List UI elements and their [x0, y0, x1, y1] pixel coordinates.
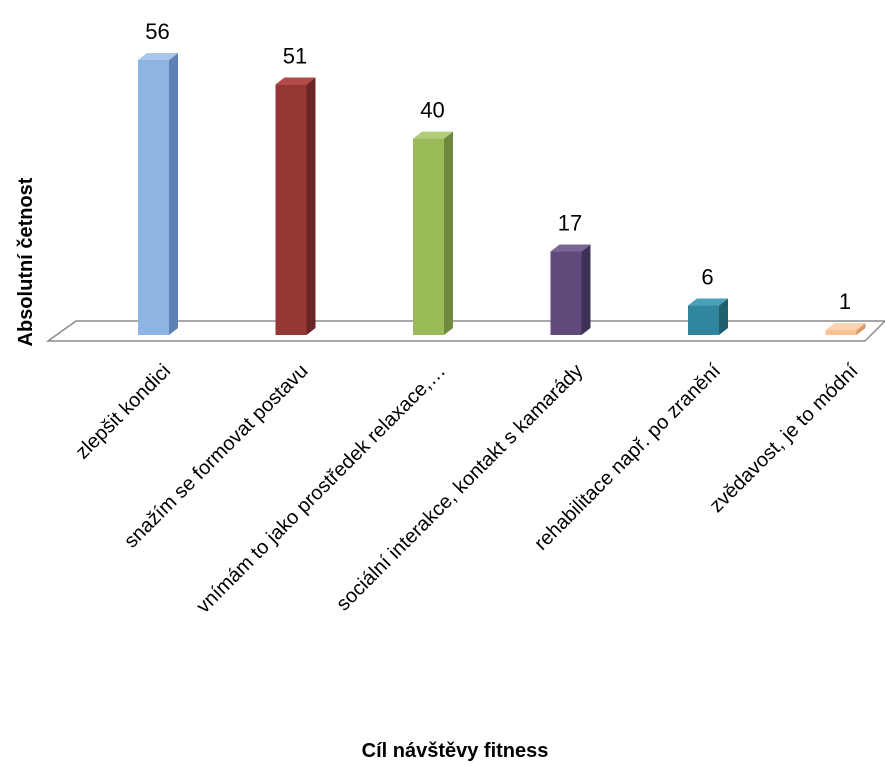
bar-top: [138, 53, 178, 60]
bar: [275, 77, 316, 335]
bar-front: [825, 330, 857, 335]
bar-front: [138, 60, 169, 335]
bar: [688, 298, 728, 335]
y-axis-title: Absolutní četnost: [15, 177, 37, 346]
bar-side: [444, 131, 453, 335]
bar: [550, 244, 591, 335]
bar-top: [275, 77, 316, 85]
value-label: 1: [839, 289, 851, 314]
bar-front: [688, 305, 719, 335]
category-label: zvědavost, je to módní: [705, 360, 862, 517]
value-label: 6: [701, 265, 713, 290]
bar: [413, 131, 453, 335]
bar-top: [413, 131, 453, 139]
bar-top: [688, 298, 728, 306]
bar-front: [413, 138, 444, 335]
bar-top: [550, 244, 591, 252]
bar-side: [581, 244, 591, 335]
value-label: 51: [283, 44, 307, 69]
bar: [138, 53, 178, 335]
value-label: 56: [145, 19, 169, 44]
bar-front: [275, 84, 307, 335]
value-label: 17: [558, 211, 582, 236]
bar-side: [719, 298, 728, 335]
bar-side: [306, 77, 316, 335]
value-labels-group: 56 51 40 17 6 1: [145, 19, 851, 314]
bar-side: [169, 53, 178, 335]
category-label: sociální interakce, kontakt s kamarády: [332, 360, 587, 615]
bar-side: [856, 323, 866, 335]
bars-group: [138, 53, 866, 335]
bar: [825, 323, 866, 335]
bar-front: [550, 251, 582, 335]
floor-plane: [45, 320, 885, 342]
category-label: zlepšit kondici: [71, 360, 175, 464]
category-label: vnímám to jako prostředek relaxace,…: [192, 360, 450, 618]
x-axis-title: Cíl návštěvy fitness: [362, 740, 549, 762]
value-label: 40: [420, 98, 444, 123]
bar-top: [825, 323, 866, 331]
